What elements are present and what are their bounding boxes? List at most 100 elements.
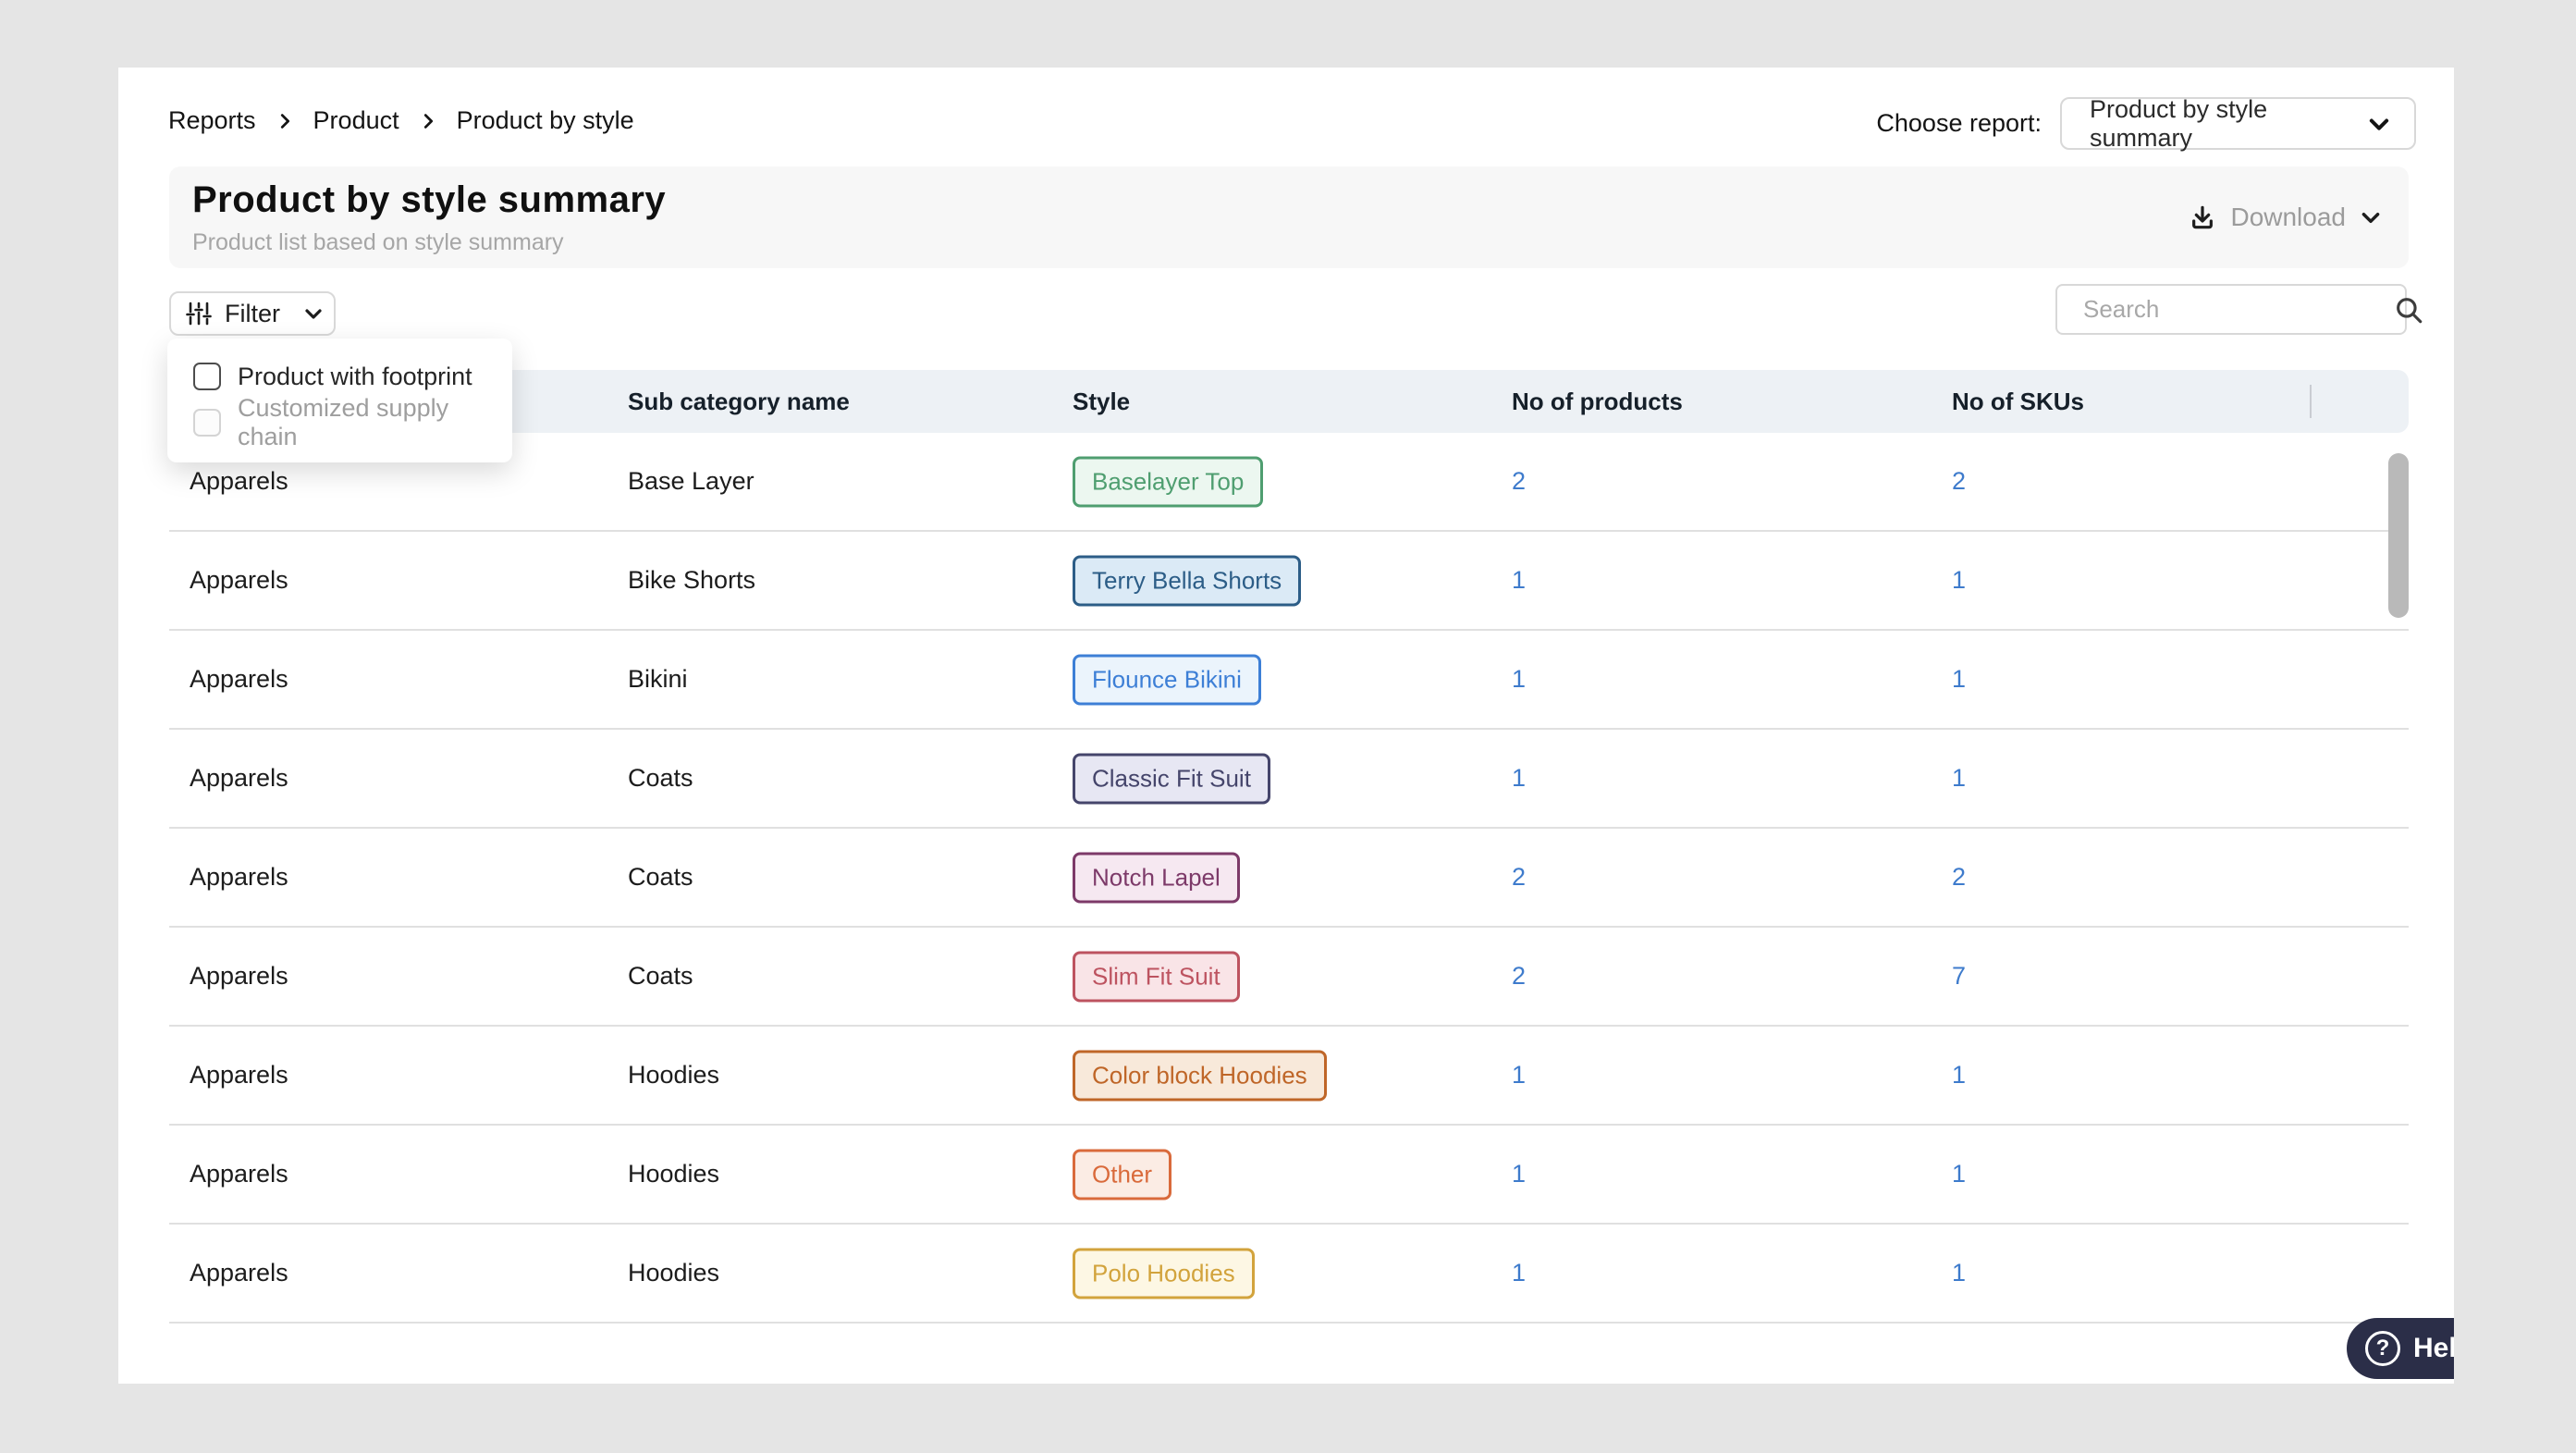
- cell-no-of-products-link[interactable]: 1: [1512, 1259, 1527, 1287]
- report-card: Reports Product Product by style Choose …: [118, 68, 2454, 1384]
- style-badge[interactable]: Baselayer Top: [1073, 456, 1264, 507]
- col-sub-category-name: Sub category name: [628, 388, 850, 415]
- cell-no-of-products-link[interactable]: 2: [1512, 962, 1527, 990]
- cell-style: Flounce Bikini: [1073, 654, 1261, 705]
- col-no-of-skus: No of SKUs: [1952, 388, 2084, 415]
- filter-label: Filter: [225, 299, 280, 327]
- report-select-value: Product by style summary: [2090, 94, 2268, 152]
- chevron-down-icon: [2366, 111, 2392, 137]
- cell-no-of-skus-link[interactable]: 2: [1952, 467, 1967, 495]
- checkbox-disabled: [193, 409, 221, 437]
- cell-no-of-products-link[interactable]: 2: [1512, 467, 1527, 495]
- cell-no-of-products-link[interactable]: 1: [1512, 1160, 1527, 1188]
- cell-style: Terry Bella Shorts: [1073, 555, 1302, 606]
- page-subtitle: Product list based on style summary: [192, 228, 564, 255]
- cell-no-of-products-link[interactable]: 1: [1512, 665, 1527, 693]
- cell-no-of-products-link[interactable]: 1: [1512, 1061, 1527, 1089]
- style-badge[interactable]: Polo Hoodies: [1073, 1248, 1255, 1299]
- page-title: Product by style summary: [192, 179, 667, 220]
- cell-category: Apparels: [190, 1259, 288, 1287]
- cell-no-of-skus-link[interactable]: 2: [1952, 863, 1967, 891]
- breadcrumb: Reports Product Product by style: [168, 106, 634, 135]
- filter-option-product-with-footprint[interactable]: Product with footprint: [193, 353, 512, 400]
- style-badge[interactable]: Slim Fit Suit: [1073, 951, 1240, 1002]
- search-box: [2055, 284, 2423, 335]
- cell-no-of-skus-link[interactable]: 1: [1952, 1259, 1967, 1287]
- cell-category: Apparels: [190, 863, 288, 891]
- cell-sub-category: Coats: [628, 764, 693, 792]
- breadcrumb-product[interactable]: Product: [313, 106, 399, 134]
- cell-style: Baselayer Top: [1073, 456, 1264, 507]
- cell-sub-category: Coats: [628, 962, 693, 990]
- download-button[interactable]: Download: [2188, 203, 2383, 232]
- cell-style: Classic Fit Suit: [1073, 753, 1270, 804]
- table-row: Apparels Hoodies Polo Hoodies 1 1: [169, 1225, 2409, 1324]
- table-row: Apparels Hoodies Other 1 1: [169, 1126, 2409, 1225]
- cell-category: Apparels: [190, 764, 288, 792]
- choose-report: Choose report: Product by style summary: [1876, 94, 2416, 152]
- filter-option-label: Customized supply chain: [238, 394, 449, 450]
- cell-no-of-products-link[interactable]: 2: [1512, 863, 1527, 891]
- cell-no-of-skus-link[interactable]: 1: [1952, 1160, 1967, 1188]
- cell-no-of-products-link[interactable]: 1: [1512, 566, 1527, 594]
- breadcrumb-reports[interactable]: Reports: [168, 106, 256, 134]
- cell-sub-category: Hoodies: [628, 1259, 720, 1287]
- cell-no-of-products-link[interactable]: 1: [1512, 764, 1527, 792]
- cell-no-of-skus-link[interactable]: 1: [1952, 665, 1967, 693]
- chevron-down-icon: [302, 302, 325, 325]
- cell-style: Other: [1073, 1149, 1172, 1200]
- cell-no-of-skus-link[interactable]: 1: [1952, 764, 1967, 792]
- report-select-dropdown[interactable]: Product by style summary: [2060, 94, 2416, 152]
- cell-category: Apparels: [190, 467, 288, 495]
- cell-sub-category: Base Layer: [628, 467, 754, 495]
- help-label: Help: [2413, 1333, 2454, 1363]
- chevron-right-icon: [275, 111, 295, 131]
- table-row: Apparels Bike Shorts Terry Bella Shorts …: [169, 532, 2409, 631]
- cell-no-of-skus-link[interactable]: 7: [1952, 962, 1967, 990]
- cell-category: Apparels: [190, 1160, 288, 1188]
- table-row: Apparels Hoodies Color block Hoodies 1 1: [169, 1027, 2409, 1126]
- table-row: Apparels Bikini Flounce Bikini 1 1: [169, 631, 2409, 730]
- table-body: Apparels Base Layer Baselayer Top 2 2 Ap…: [169, 433, 2409, 1384]
- cell-style: Color block Hoodies: [1073, 1050, 1327, 1101]
- title-band: Product by style summary Product list ba…: [169, 166, 2409, 268]
- cell-style: Polo Hoodies: [1073, 1248, 1255, 1299]
- table-row: Apparels Coats Classic Fit Suit 1 1: [169, 730, 2409, 829]
- choose-report-label: Choose report:: [1876, 109, 2042, 137]
- cell-category: Apparels: [190, 1061, 288, 1089]
- search-icon[interactable]: [2393, 294, 2424, 326]
- filter-option-label: Product with footprint: [238, 362, 472, 390]
- table-row: Apparels Coats Notch Lapel 2 2: [169, 829, 2409, 928]
- question-mark-icon: ?: [2365, 1331, 2400, 1366]
- filter-sliders-icon: [186, 301, 212, 326]
- checkbox-unchecked[interactable]: [193, 363, 221, 390]
- chevron-right-icon: [418, 111, 438, 131]
- cell-sub-category: Bike Shorts: [628, 566, 756, 594]
- style-badge[interactable]: Other: [1073, 1149, 1172, 1200]
- help-button[interactable]: ? Help: [2347, 1318, 2454, 1379]
- style-badge[interactable]: Flounce Bikini: [1073, 654, 1261, 705]
- col-no-of-products: No of products: [1512, 388, 1683, 415]
- cell-style: Notch Lapel: [1073, 852, 1240, 903]
- breadcrumb-current: Product by style: [456, 106, 634, 134]
- column-divider: [2310, 385, 2312, 418]
- table-row: Apparels Coats Slim Fit Suit 2 7: [169, 928, 2409, 1027]
- download-icon: [2188, 203, 2217, 232]
- cell-no-of-skus-link[interactable]: 1: [1952, 1061, 1967, 1089]
- vertical-scrollbar[interactable]: [2388, 453, 2409, 618]
- style-badge[interactable]: Color block Hoodies: [1073, 1050, 1327, 1101]
- chevron-down-icon: [2359, 205, 2383, 229]
- style-badge[interactable]: Notch Lapel: [1073, 852, 1240, 903]
- cell-sub-category: Hoodies: [628, 1061, 720, 1089]
- cell-sub-category: Coats: [628, 863, 693, 891]
- cell-category: Apparels: [190, 962, 288, 990]
- cell-sub-category: Hoodies: [628, 1160, 720, 1188]
- cell-sub-category: Bikini: [628, 665, 688, 693]
- cell-no-of-skus-link[interactable]: 1: [1952, 566, 1967, 594]
- cell-category: Apparels: [190, 566, 288, 594]
- style-badge[interactable]: Terry Bella Shorts: [1073, 555, 1302, 606]
- style-badge[interactable]: Classic Fit Suit: [1073, 753, 1270, 804]
- filter-button[interactable]: Filter: [169, 291, 336, 336]
- filter-option-customized-supply-chain: Customized supply chain: [193, 394, 512, 450]
- search-input[interactable]: [2083, 295, 2393, 324]
